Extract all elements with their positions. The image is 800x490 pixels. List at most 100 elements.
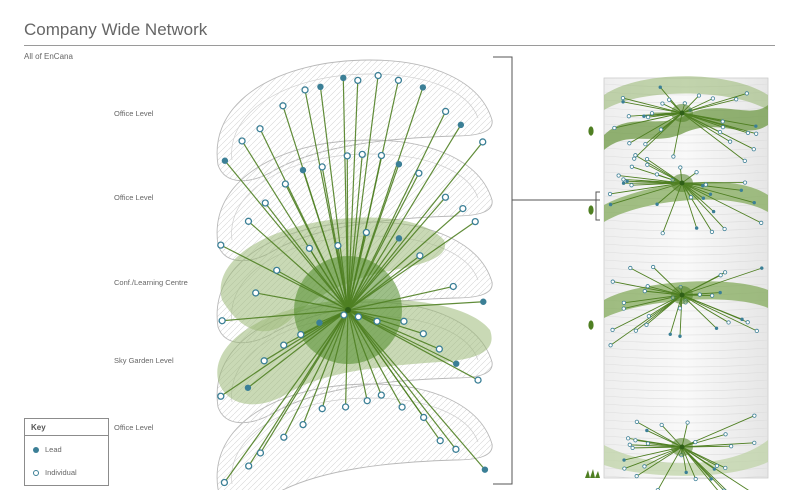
tower-lead-node [608, 202, 613, 207]
tower-individual-node [754, 328, 759, 333]
network-link [347, 255, 421, 311]
individual-node [217, 392, 225, 400]
network-link [337, 245, 349, 311]
individual-node [441, 107, 450, 116]
tower-lead-node [701, 196, 706, 200]
tower-individual-node [703, 182, 708, 187]
tower-floor-line [603, 339, 769, 344]
tower-individual-node [654, 172, 660, 177]
tower-lead-node [694, 226, 699, 230]
tower-individual-node [649, 111, 655, 116]
individual-node [334, 241, 342, 250]
tower-individual-node [610, 279, 615, 284]
tower-highlight-band [604, 181, 768, 222]
tower-individual-node [607, 191, 613, 197]
tower-individual-node [671, 154, 676, 159]
floor-label-office-top: Office Level [114, 109, 154, 118]
tower-link [612, 294, 683, 331]
tower-floor-line [603, 227, 769, 232]
individual-node [474, 376, 482, 384]
individual-node [260, 357, 268, 365]
tower-link [681, 182, 725, 230]
network-link [321, 309, 349, 409]
individual-node [220, 478, 229, 487]
tower-individual-node [626, 436, 631, 441]
individual-node [358, 150, 366, 159]
tower-individual-node [710, 96, 715, 101]
tower-individual-node [759, 220, 764, 225]
legend-label-individual: Individual [45, 468, 77, 477]
legend-title: Key [31, 423, 46, 432]
tower-individual-node [645, 284, 650, 289]
tower-individual-node [734, 97, 739, 102]
tower-link [681, 182, 755, 204]
tower-floor-line [603, 403, 769, 408]
tower-individual-node [630, 445, 635, 451]
tower-floor-line [603, 267, 769, 272]
tower-lead-node [655, 202, 659, 206]
tower-individual-node [651, 264, 656, 270]
tower-lead-node [658, 85, 662, 89]
network-link [347, 309, 382, 396]
network-link [347, 309, 368, 401]
network-link [347, 309, 457, 450]
individual-node [340, 311, 348, 319]
lead-node [481, 466, 489, 473]
tower-floor-line [603, 163, 769, 168]
tower-individual-node [723, 432, 728, 437]
network-link [224, 160, 349, 311]
tower-individual-node [693, 476, 698, 482]
tower-floor-line [603, 147, 769, 152]
tower-individual-node [685, 420, 690, 425]
tower-individual-node [717, 129, 723, 135]
central-hub [345, 307, 351, 313]
tower-link [681, 446, 719, 490]
individual-node [415, 169, 423, 177]
tower-individual-node [616, 173, 621, 178]
network-link [308, 247, 349, 311]
individual-node [305, 244, 314, 252]
tower-link [681, 182, 762, 224]
tower-individual-node [645, 162, 650, 167]
tower-individual-node [709, 229, 715, 234]
individual-node [238, 137, 246, 145]
network-link [347, 75, 379, 311]
tower-individual-node [710, 293, 715, 298]
tower-individual-node [621, 177, 626, 182]
individual-node [343, 152, 351, 160]
tower-individual-node [608, 343, 613, 348]
tower-individual-node [627, 442, 632, 447]
tower-link [609, 182, 683, 195]
tower-lead-node [645, 428, 649, 433]
individual-node [400, 317, 408, 325]
tower-individual-node [633, 438, 638, 443]
tower-individual-node [633, 328, 638, 333]
tower-individual-node [722, 270, 728, 275]
tower-highlight-band [604, 105, 768, 150]
legend-divider [25, 435, 108, 436]
tower-lead-node [622, 458, 626, 462]
tower-individual-node [659, 422, 664, 428]
lead-node [316, 319, 323, 326]
tower-floor-line [603, 347, 769, 352]
individual-node [459, 204, 467, 213]
tower-link [681, 294, 743, 320]
grass-icon [585, 469, 600, 478]
tower-floor-line [603, 395, 769, 400]
tower-floor-line [603, 315, 769, 320]
individual-node [435, 345, 444, 353]
tower-floor-line [603, 411, 769, 416]
floor-label-sky-garden: Sky Garden Level [114, 356, 174, 365]
network-nodes [217, 71, 489, 487]
network-link [222, 309, 349, 322]
page-title: Company Wide Network [24, 20, 208, 39]
tower-individual-node [742, 158, 747, 163]
tower-link [681, 442, 755, 448]
individual-node [416, 252, 424, 260]
tower-individual-node [728, 139, 733, 144]
tower-individual-node [723, 465, 728, 471]
network-link [263, 309, 349, 362]
leaf-markers [585, 126, 600, 478]
individual-node [273, 266, 281, 275]
tower-link [610, 294, 683, 346]
